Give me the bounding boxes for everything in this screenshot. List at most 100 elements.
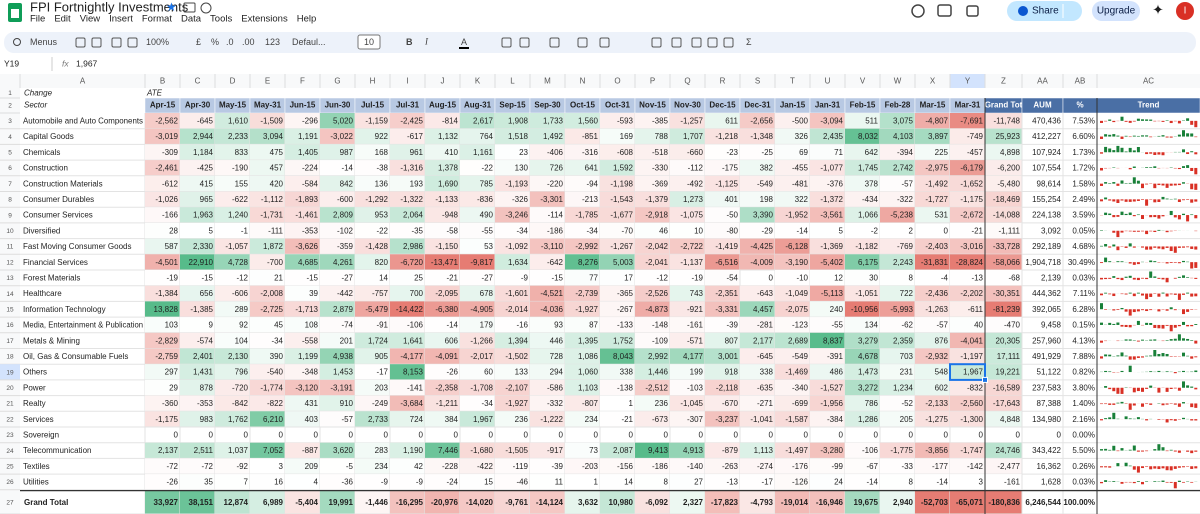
cell-value[interactable]: 24,746 bbox=[996, 446, 1021, 455]
cell-value[interactable]: 338 bbox=[760, 368, 774, 377]
cell-value[interactable]: 1,518 bbox=[508, 132, 529, 141]
cell-value[interactable]: -3,016 bbox=[960, 242, 983, 251]
cell-value[interactable]: 602 bbox=[935, 383, 949, 392]
cell-value[interactable]: 77 bbox=[589, 273, 598, 282]
cell-value[interactable]: 0 bbox=[384, 430, 389, 439]
cell-value[interactable]: 3,092 bbox=[1041, 226, 1062, 235]
cell-value[interactable]: 3 bbox=[279, 462, 284, 471]
cell-value[interactable]: -1,257 bbox=[680, 116, 703, 125]
row-number[interactable]: 23 bbox=[6, 432, 14, 439]
cell-value[interactable]: -2,403 bbox=[925, 242, 948, 251]
cell-value[interactable]: 1,872 bbox=[263, 242, 284, 251]
cell-value[interactable]: 25,923 bbox=[996, 132, 1021, 141]
cell-value[interactable]: -29 bbox=[761, 226, 773, 235]
cell-value[interactable]: 403 bbox=[305, 415, 319, 424]
cell-value[interactable]: -1,708 bbox=[470, 383, 493, 392]
cell-value[interactable]: 611 bbox=[725, 116, 738, 125]
cell-value[interactable]: 1,191 bbox=[298, 132, 319, 141]
cell-value[interactable]: -492 bbox=[687, 179, 704, 188]
column-title[interactable]: Grand Tot bbox=[985, 101, 1023, 110]
cell-value[interactable]: 283 bbox=[375, 446, 389, 455]
cell-value[interactable]: -2,133 bbox=[925, 399, 948, 408]
cell-value[interactable]: -2,722 bbox=[680, 242, 703, 251]
cell-value[interactable]: 1.73% bbox=[1072, 148, 1095, 157]
cell-value[interactable]: 2,733 bbox=[368, 415, 389, 424]
cell-value[interactable]: 1,060 bbox=[578, 368, 599, 377]
cell-value[interactable]: 8,043 bbox=[613, 352, 634, 361]
cell-value[interactable]: 4.68% bbox=[1072, 242, 1095, 251]
cell-value[interactable]: 722 bbox=[900, 289, 914, 298]
cell-value[interactable]: -1,372 bbox=[820, 195, 843, 204]
cell-value[interactable]: -574 bbox=[197, 336, 214, 345]
cell-value[interactable]: -586 bbox=[547, 383, 564, 392]
row-number[interactable]: 19 bbox=[6, 369, 14, 376]
cell-value[interactable]: -1,505 bbox=[505, 446, 528, 455]
cell-value[interactable]: 6,246,544 bbox=[1025, 498, 1061, 507]
cell-value[interactable]: 642 bbox=[865, 148, 879, 157]
cell-value[interactable]: -326 bbox=[512, 195, 529, 204]
cell-value[interactable]: 33,927 bbox=[154, 498, 179, 507]
cell-value[interactable]: -57 bbox=[901, 179, 913, 188]
cell-value[interactable]: -832 bbox=[967, 383, 984, 392]
cell-value[interactable]: 1,908 bbox=[508, 116, 529, 125]
cell-value[interactable]: -2,526 bbox=[645, 289, 668, 298]
cell-value[interactable]: 2,742 bbox=[893, 164, 914, 173]
cell-value[interactable]: -39 bbox=[551, 462, 563, 471]
cell-value[interactable]: -106 bbox=[407, 321, 424, 330]
cell-value[interactable]: 788 bbox=[655, 132, 669, 141]
cell-value[interactable]: 1,724 bbox=[368, 336, 389, 345]
cell-value[interactable]: 0 bbox=[664, 430, 669, 439]
cell-value[interactable]: 168 bbox=[375, 148, 389, 157]
cell-value[interactable]: 19,991 bbox=[329, 498, 354, 507]
sector-name[interactable]: Oil, Gas & Consumable Fuels bbox=[23, 352, 128, 361]
cell-value[interactable]: -161 bbox=[687, 321, 704, 330]
cell-value[interactable]: 1,273 bbox=[683, 195, 704, 204]
cell-value[interactable]: -457 bbox=[967, 148, 984, 157]
cell-value[interactable]: -271 bbox=[757, 399, 774, 408]
cell-value[interactable]: -1,747 bbox=[960, 446, 983, 455]
cell-value[interactable]: -23 bbox=[726, 148, 738, 157]
cell-value[interactable]: 8 bbox=[664, 478, 669, 487]
row-number[interactable]: 16 bbox=[6, 322, 14, 329]
cell-value[interactable]: -2,118 bbox=[716, 383, 739, 392]
cell-value[interactable]: 531 bbox=[935, 211, 949, 220]
column-title[interactable]: Oct-31 bbox=[605, 101, 630, 110]
cell-value[interactable]: -52 bbox=[901, 399, 913, 408]
cell-value[interactable]: 338 bbox=[620, 368, 634, 377]
row-number[interactable]: 7 bbox=[8, 181, 12, 188]
cell-value[interactable]: 378 bbox=[865, 179, 879, 188]
column-title[interactable]: Jul-15 bbox=[361, 101, 385, 110]
cell-value[interactable]: 833 bbox=[235, 148, 249, 157]
cell-value[interactable]: -571 bbox=[687, 336, 704, 345]
row-number[interactable]: 10 bbox=[6, 228, 14, 235]
cell-value[interactable]: -6,200 bbox=[997, 164, 1020, 173]
cell-value[interactable]: -21 bbox=[621, 415, 633, 424]
cell-value[interactable]: -558 bbox=[302, 336, 319, 345]
cell-value[interactable]: -635 bbox=[757, 383, 774, 392]
cell-value[interactable]: 2,689 bbox=[788, 336, 809, 345]
cell-value[interactable]: 983 bbox=[200, 415, 214, 424]
cell-value[interactable]: -822 bbox=[267, 399, 284, 408]
cell-value[interactable]: 0 bbox=[699, 430, 704, 439]
cell-value[interactable]: 2,401 bbox=[193, 352, 214, 361]
cell-value[interactable]: 1,473 bbox=[858, 368, 879, 377]
cell-value[interactable]: 257,960 bbox=[1032, 336, 1061, 345]
cell-value[interactable]: -1,112 bbox=[261, 195, 284, 204]
cell-value[interactable]: -34 bbox=[481, 399, 493, 408]
cell-value[interactable]: 155,254 bbox=[1032, 195, 1061, 204]
cell-value[interactable]: 134 bbox=[865, 321, 879, 330]
cell-value[interactable]: -1,182 bbox=[855, 242, 878, 251]
cell-value[interactable]: 17,111 bbox=[997, 352, 1021, 361]
cell-value[interactable]: -455 bbox=[792, 164, 809, 173]
cell-value[interactable]: 15 bbox=[484, 478, 493, 487]
cell-value[interactable]: 1,184 bbox=[193, 148, 214, 157]
cell-value[interactable]: 7,446 bbox=[438, 446, 459, 455]
cell-value[interactable]: 786 bbox=[865, 399, 879, 408]
cell-value[interactable]: -3,110 bbox=[541, 242, 564, 251]
cell-value[interactable]: -1,211 bbox=[436, 399, 459, 408]
cell-value[interactable]: -5,238 bbox=[890, 211, 913, 220]
cell-value[interactable]: 953 bbox=[375, 211, 389, 220]
cell-value[interactable]: 446 bbox=[550, 336, 564, 345]
cell-value[interactable]: -16,589 bbox=[993, 383, 1021, 392]
cell-value[interactable]: 2,617 bbox=[473, 116, 494, 125]
